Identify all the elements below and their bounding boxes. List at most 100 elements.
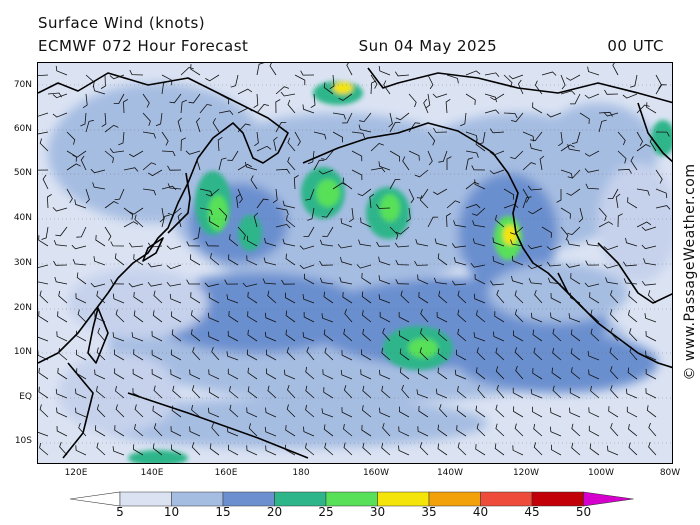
wind-barb (617, 213, 623, 228)
wind-barb (191, 385, 201, 399)
wind-barb (207, 312, 220, 323)
wind-barb (76, 349, 87, 361)
forecast-subtitle: ECMWF 072 Hour Forecast Sun 04 May 2025 … (38, 37, 664, 55)
wind-barb (205, 241, 220, 247)
wind-barb (636, 104, 650, 114)
wind-barb (42, 174, 49, 190)
wind-barb (192, 346, 201, 361)
wind-barb (503, 188, 514, 200)
wind-barb (552, 347, 562, 361)
wind-barb (262, 278, 277, 285)
wind-barb (362, 328, 372, 342)
wind-barb (185, 150, 201, 155)
wind-barb (131, 332, 144, 342)
wind-barb (128, 283, 144, 288)
wind-barb (511, 255, 524, 266)
wind-barb (361, 349, 372, 361)
wind-barb (437, 367, 448, 380)
wind-barb (607, 445, 619, 456)
wind-barb (356, 264, 372, 269)
wind-barb (39, 290, 49, 304)
wind-barb (610, 385, 619, 399)
wind-barb (417, 274, 429, 285)
wind-barb (473, 332, 486, 342)
wind-barb (522, 188, 530, 203)
wind-barb (578, 207, 584, 223)
wind-barb (612, 63, 619, 76)
wind-barb (38, 169, 49, 171)
legend-color-swatch (119, 491, 172, 507)
wind-barb (166, 264, 182, 270)
wind-barb (379, 311, 391, 323)
wind-barb (153, 290, 163, 304)
wind-barb (570, 273, 581, 285)
wind-map-canvas (38, 63, 672, 463)
wind-barb (286, 215, 296, 228)
wind-barb (636, 131, 644, 147)
wind-barb (589, 292, 600, 304)
wind-barb (321, 408, 334, 418)
wind-barb (494, 443, 505, 456)
wind-barb (471, 165, 486, 171)
wind-barb (530, 131, 543, 142)
wind-barb (115, 309, 125, 323)
wind-barb (96, 442, 106, 456)
wind-barb (655, 84, 667, 95)
wind-barb (560, 207, 571, 219)
wind-barb (587, 66, 600, 76)
wind-barb (281, 279, 296, 285)
wind-barb (237, 188, 243, 204)
wind-barb (552, 328, 562, 342)
wind-barb (420, 308, 429, 323)
wind-barb (571, 423, 581, 437)
wind-barb (579, 112, 590, 124)
wind-barb (585, 260, 600, 266)
wind-map[interactable] (37, 62, 673, 464)
wind-barb (358, 239, 372, 247)
wind-barb (190, 329, 201, 342)
wind-barb (171, 311, 182, 323)
wind-barb (76, 330, 87, 342)
wind-barb (256, 145, 272, 152)
wind-barb (272, 188, 278, 204)
wind-barb (475, 405, 486, 418)
wind-barb (208, 292, 220, 304)
wind-barb (532, 406, 543, 418)
wind-barb (57, 311, 68, 323)
wind-barb (341, 407, 353, 418)
wind-barb (85, 119, 94, 133)
wind-barb (532, 329, 543, 342)
wind-barb (284, 369, 296, 380)
wind-barb (264, 312, 277, 323)
wind-barb (58, 290, 68, 304)
wind-barb (370, 143, 384, 152)
wind-barb (590, 385, 600, 399)
wind-barb (628, 424, 638, 437)
wind-barb (567, 226, 581, 236)
legend-label: 20 (266, 505, 283, 519)
latitude-label: 60N (13, 124, 32, 134)
wind-barb (493, 331, 505, 342)
wind-barb (381, 442, 391, 456)
wind-barb (454, 369, 467, 380)
wind-barb (503, 203, 519, 209)
wind-barb (85, 188, 90, 204)
map-title: Surface Wind (knots) (38, 14, 206, 32)
wind-barb (484, 93, 497, 103)
wind-barb (514, 309, 524, 323)
wind-barb (617, 150, 627, 164)
wind-barb (286, 404, 296, 418)
wind-barb (226, 426, 239, 437)
wind-barb (319, 260, 334, 266)
wind-barb (495, 404, 505, 418)
copyright-credit: © www.PassageWeather.com (682, 163, 698, 381)
wind-barb (324, 442, 334, 456)
wind-barb (109, 74, 125, 80)
wind-barb (629, 346, 638, 361)
wind-barb (55, 226, 68, 237)
wind-barb (445, 98, 451, 114)
wind-barb (118, 131, 125, 146)
wind-barb (256, 104, 269, 114)
wind-barb (196, 117, 201, 133)
wind-barb (96, 290, 106, 304)
